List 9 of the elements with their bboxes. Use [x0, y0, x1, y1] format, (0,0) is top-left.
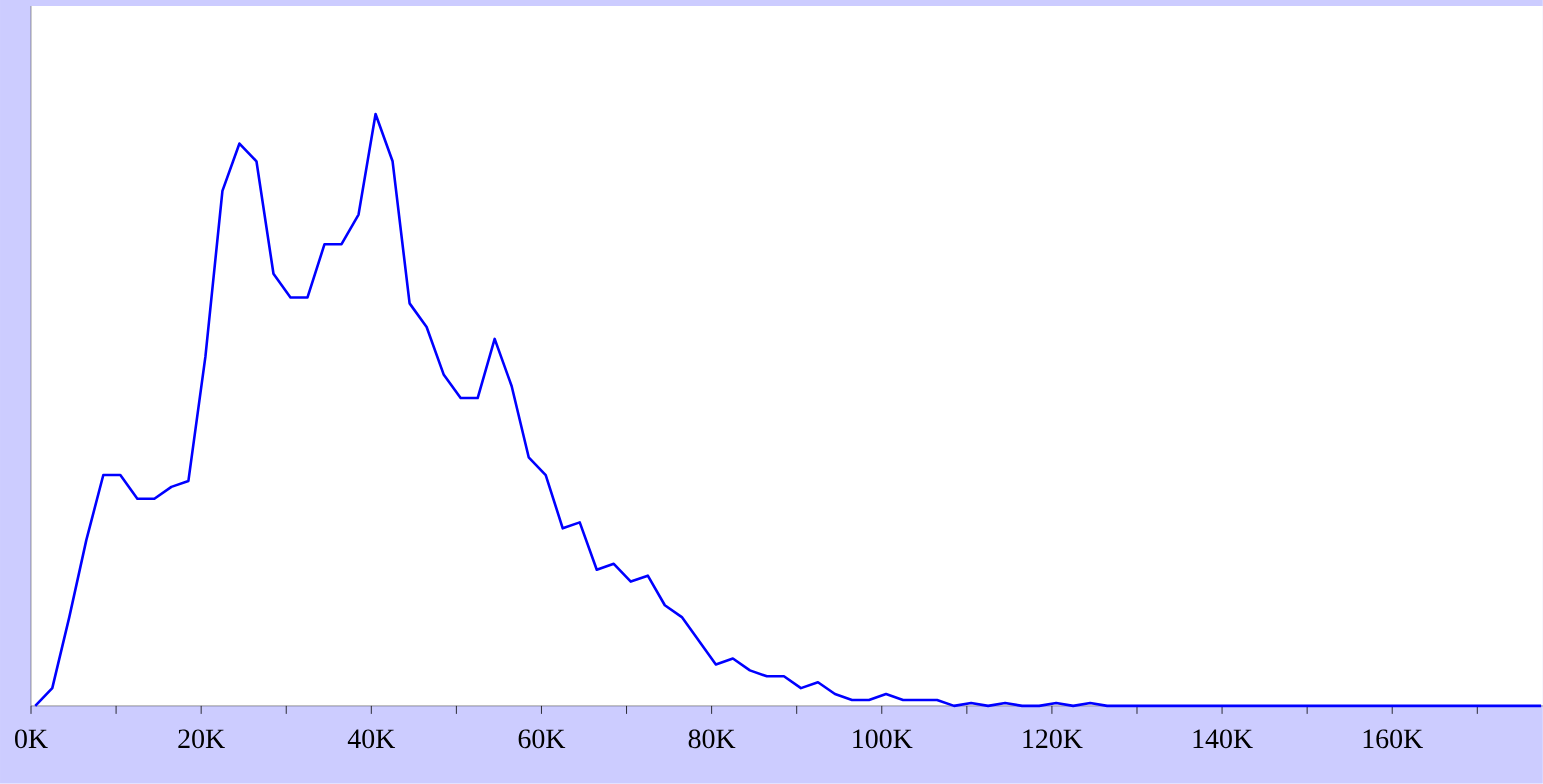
- x-tick-label: 120K: [1023, 729, 1083, 749]
- x-tick-label: 0K: [15, 729, 48, 749]
- x-tick-label: 100K: [853, 729, 913, 749]
- x-tick-label: 140K: [1193, 729, 1253, 749]
- x-tick-label: 40K: [347, 729, 396, 749]
- x-tick-label: 20K: [178, 729, 225, 749]
- x-tick-label: 60K: [518, 729, 566, 749]
- x-tick-label: 80K: [688, 729, 736, 749]
- x-tick-label: 160K: [1363, 729, 1423, 749]
